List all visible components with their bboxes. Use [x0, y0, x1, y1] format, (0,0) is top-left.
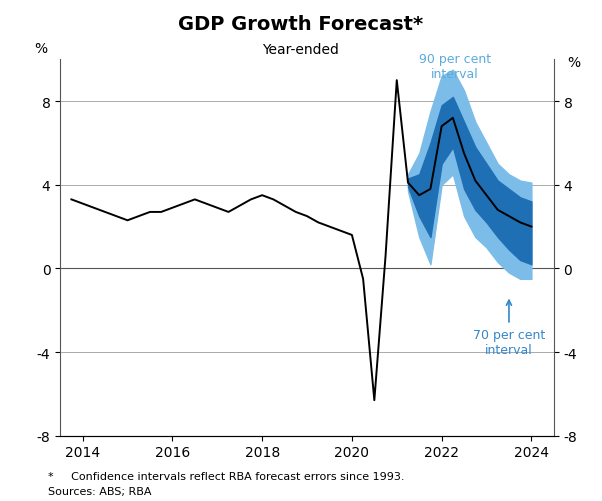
Text: Year-ended: Year-ended	[262, 43, 340, 57]
Y-axis label: %: %	[34, 43, 47, 56]
Text: Sources: ABS; RBA: Sources: ABS; RBA	[48, 486, 152, 496]
Text: 70 per cent
interval: 70 per cent interval	[473, 301, 545, 356]
Y-axis label: %: %	[567, 56, 580, 70]
Text: *     Confidence intervals reflect RBA forecast errors since 1993.: * Confidence intervals reflect RBA forec…	[48, 471, 405, 481]
Text: GDP Growth Forecast*: GDP Growth Forecast*	[178, 15, 424, 34]
Text: 90 per cent
interval: 90 per cent interval	[419, 53, 491, 81]
